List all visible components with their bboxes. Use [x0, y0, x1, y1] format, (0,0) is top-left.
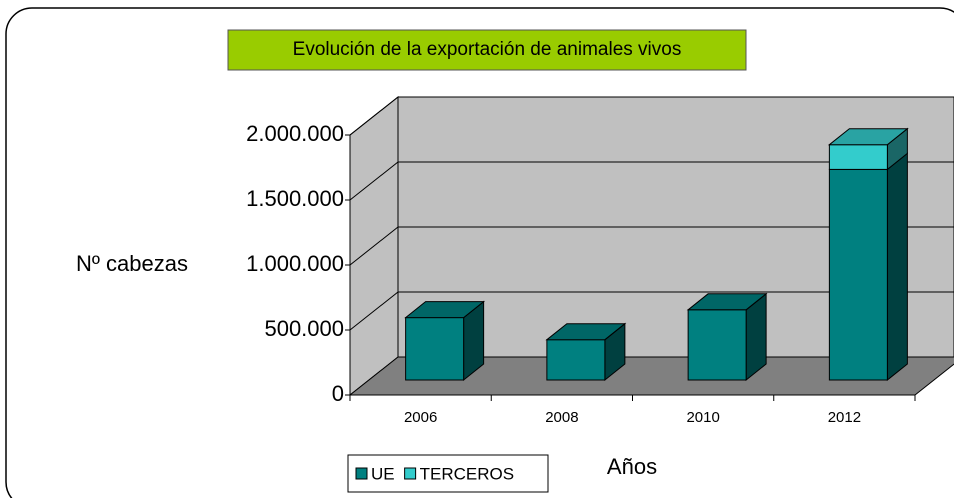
- y-tick-label: 1.000.000: [246, 251, 344, 276]
- x-tick-label: 2008: [545, 409, 578, 426]
- y-tick-label: 1.500.000: [246, 186, 344, 211]
- x-tick-label: 2010: [686, 409, 719, 426]
- grid-line: [349, 96, 954, 136]
- bar: [828, 168, 888, 381]
- title-box: [227, 29, 747, 71]
- legend-swatch: [355, 467, 368, 480]
- x-tick-label: 2006: [404, 409, 437, 426]
- y-tick-label: 500.000: [264, 316, 344, 341]
- legend-swatch: [404, 467, 417, 480]
- legend: [347, 454, 549, 493]
- bar-side: [886, 152, 908, 382]
- bar: [405, 317, 465, 381]
- y-axis-label: Nº cabezas: [76, 251, 188, 276]
- y-tick-label: 2.000.000: [246, 121, 344, 146]
- legend-label: UE: [371, 464, 395, 483]
- chart-title: Evolución de la exportación de animales …: [293, 39, 682, 60]
- bar: [687, 309, 747, 381]
- x-tick-label: 2012: [828, 409, 861, 426]
- bar: [828, 144, 888, 170]
- bar-top: [686, 293, 768, 311]
- bar: [546, 339, 606, 381]
- x-axis-label: Años: [607, 454, 657, 479]
- bar-top: [827, 128, 909, 146]
- y-tick-label: 0: [332, 381, 344, 406]
- grid-line: [349, 226, 954, 266]
- grid-line: [349, 291, 954, 331]
- bar-top: [545, 323, 627, 341]
- grid-line: [349, 161, 954, 201]
- legend-label: TERCEROS: [420, 464, 514, 483]
- bar-top: [404, 301, 486, 319]
